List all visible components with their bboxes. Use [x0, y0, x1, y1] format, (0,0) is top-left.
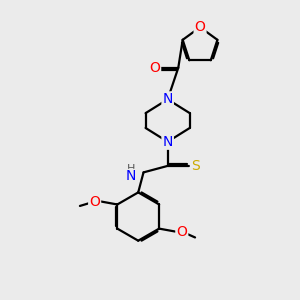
Text: O: O [176, 225, 187, 238]
Text: S: S [191, 159, 200, 173]
Text: O: O [149, 61, 160, 75]
Text: O: O [195, 20, 206, 34]
Text: O: O [89, 194, 100, 208]
Text: N: N [163, 92, 173, 106]
Text: H: H [127, 164, 135, 174]
Text: N: N [126, 169, 136, 184]
Text: N: N [163, 135, 173, 149]
